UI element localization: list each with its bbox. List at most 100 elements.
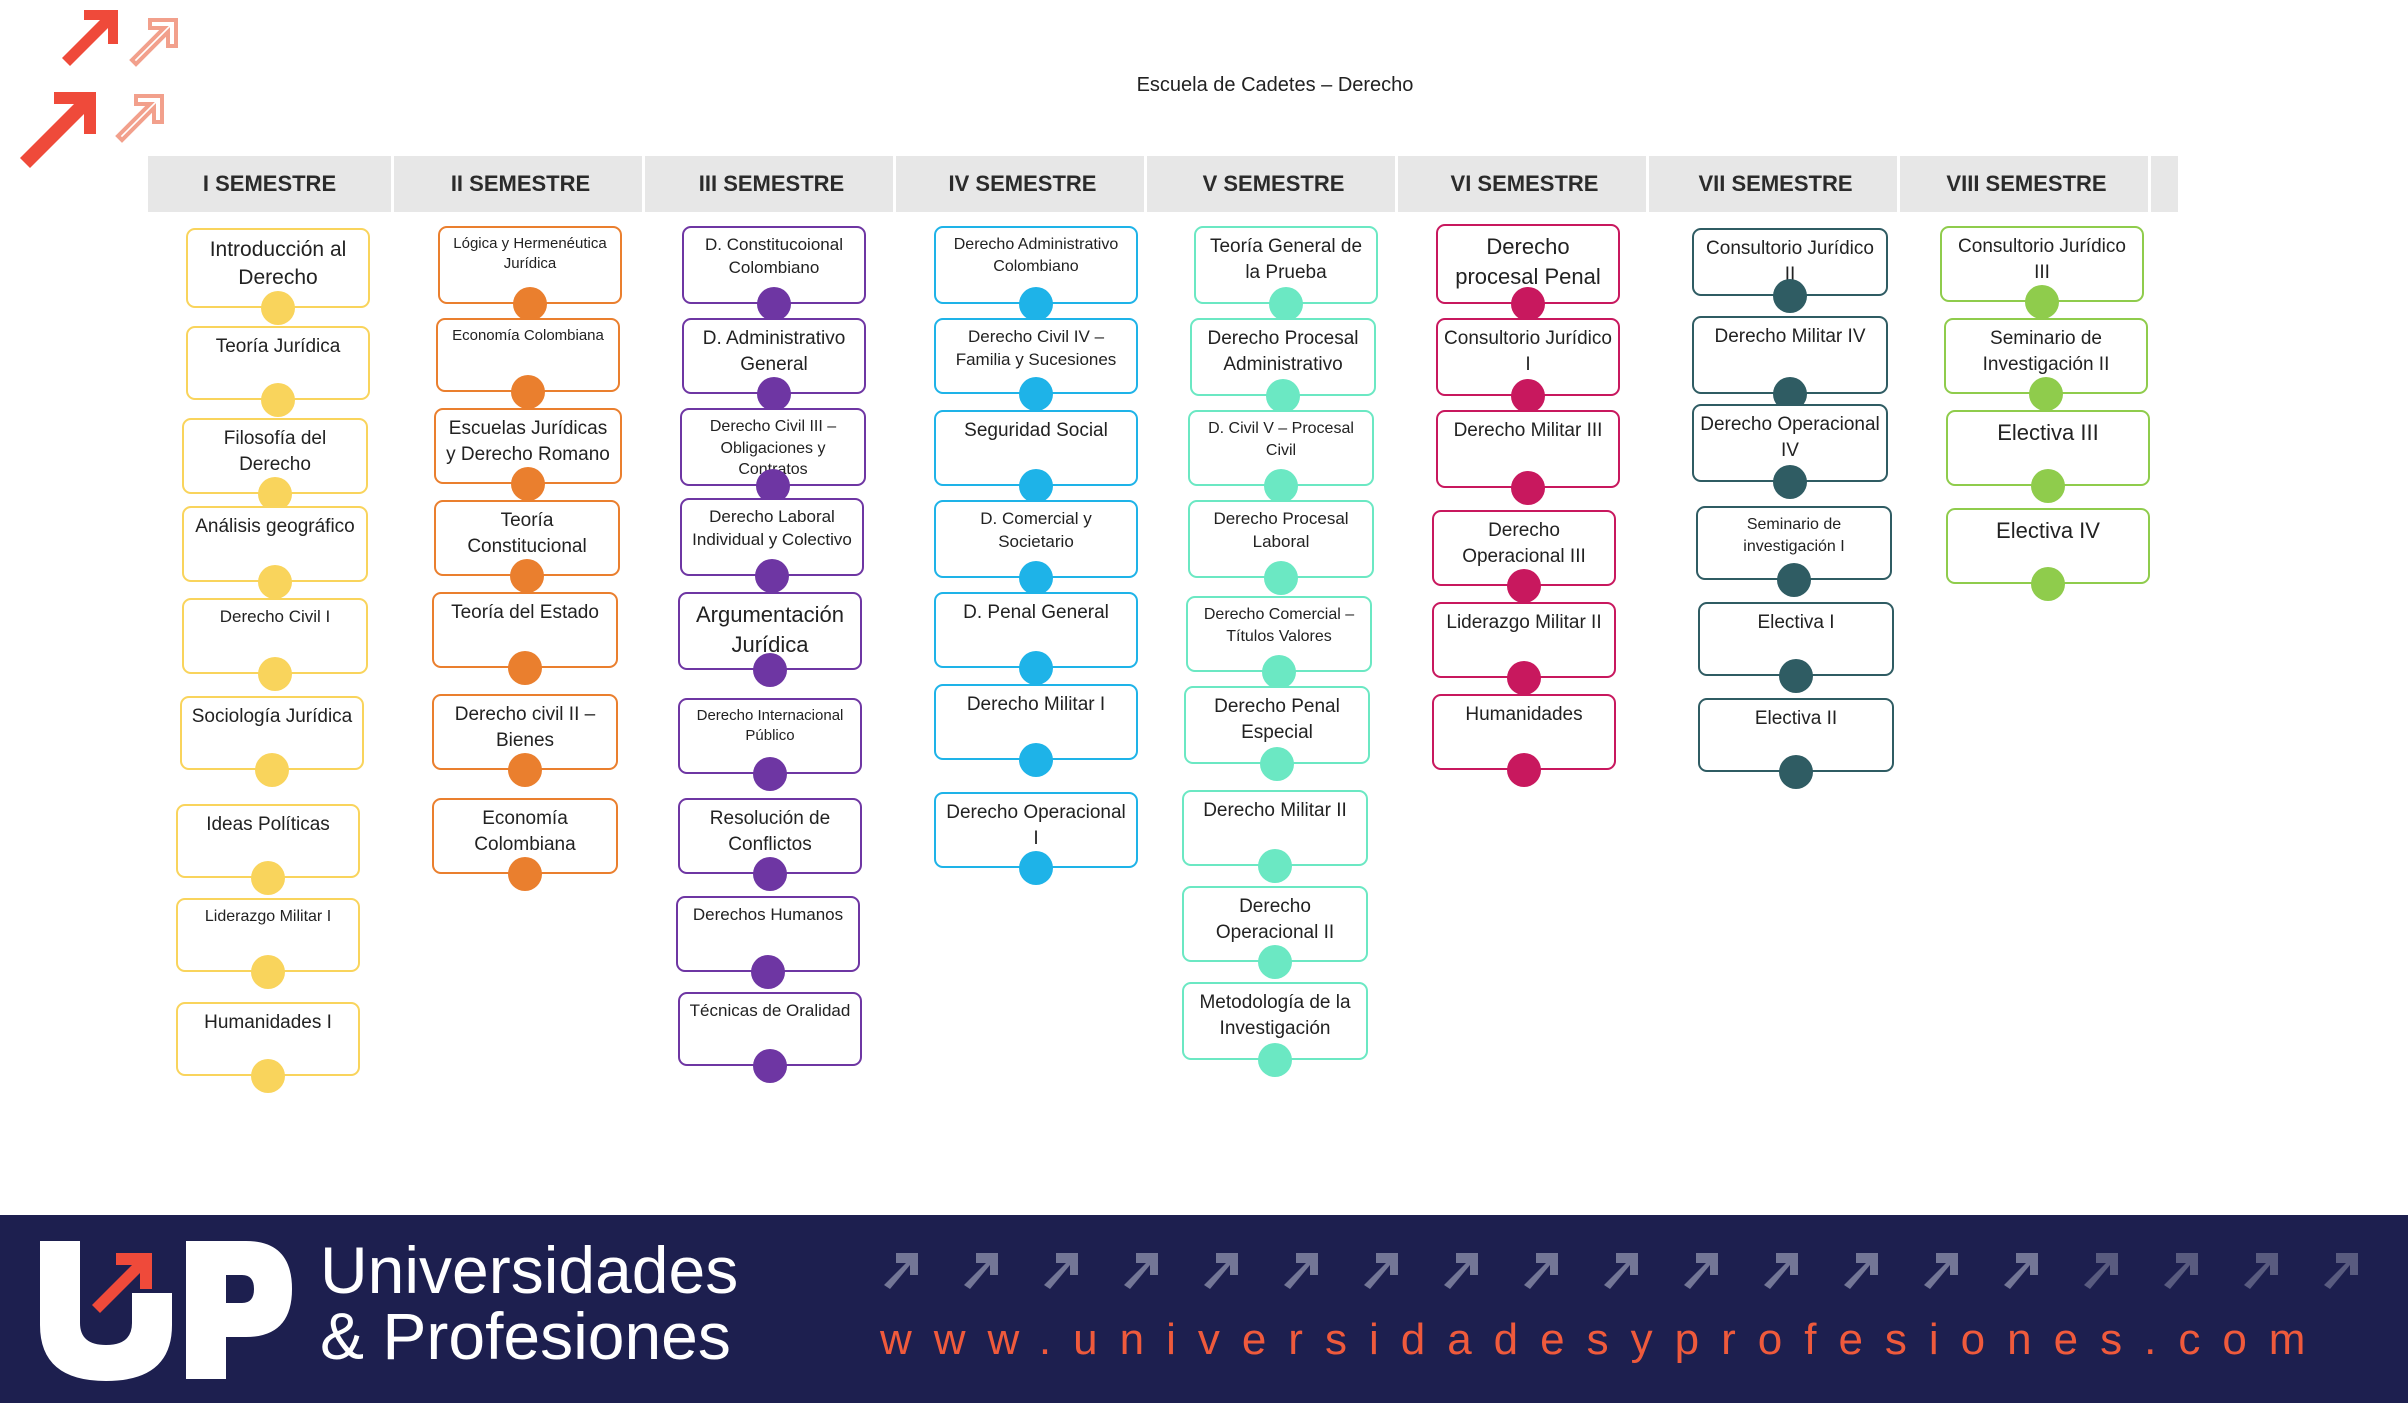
course-connector-dot bbox=[1507, 753, 1541, 787]
course-box[interactable]: Consultorio Jurídico III bbox=[1940, 226, 2144, 302]
course-connector-dot bbox=[1779, 755, 1813, 789]
course-connector-dot bbox=[1262, 655, 1296, 689]
course-connector-dot bbox=[1511, 287, 1545, 321]
brand-name: Universidades & Profesiones bbox=[320, 1237, 738, 1369]
course-label: Lógica y Hermenéutica Jurídica bbox=[453, 235, 607, 273]
course-connector-dot bbox=[753, 653, 787, 687]
brand-line-1: Universidades bbox=[320, 1233, 739, 1307]
course-connector-dot bbox=[258, 657, 292, 691]
semester-header-bar bbox=[148, 156, 2178, 212]
course-connector-dot bbox=[1507, 569, 1541, 603]
course-connector-dot bbox=[1019, 851, 1053, 885]
course-connector-dot bbox=[1773, 465, 1807, 499]
course-box[interactable]: Derecho Procesal Laboral bbox=[1188, 500, 1374, 578]
course-label: Derecho procesal Penal bbox=[1455, 234, 1601, 289]
footer-banner: Universidades & Profesiones www.universi… bbox=[0, 1215, 2408, 1403]
course-connector-dot bbox=[251, 861, 285, 895]
course-label: Electiva II bbox=[1754, 708, 1838, 729]
course-connector-dot bbox=[1019, 287, 1053, 321]
course-box[interactable]: Consultorio Jurídico II bbox=[1692, 228, 1888, 296]
course-label: Humanidades I bbox=[204, 1012, 332, 1033]
course-connector-dot bbox=[1258, 945, 1292, 979]
course-label: D. Administrativo General bbox=[702, 328, 846, 375]
course-connector-dot bbox=[2031, 567, 2065, 601]
course-connector-dot bbox=[255, 753, 289, 787]
course-label: Consultorio Jurídico III bbox=[1958, 236, 2126, 283]
course-box[interactable]: Derecho Comercial – Títulos Valores bbox=[1186, 596, 1372, 672]
course-connector-dot bbox=[251, 955, 285, 989]
course-connector-dot bbox=[753, 757, 787, 791]
course-connector-dot bbox=[1019, 651, 1053, 685]
course-label: Teoría Jurídica bbox=[215, 336, 341, 357]
course-box[interactable]: Derecho Penal Especial bbox=[1184, 686, 1370, 764]
course-connector-dot bbox=[753, 857, 787, 891]
course-label: Derecho Administrativo Colombiano bbox=[953, 236, 1119, 275]
course-box[interactable]: Derecho Militar III bbox=[1436, 410, 1620, 488]
course-label: D. Constitucoional Colombiano bbox=[705, 235, 843, 277]
arrows-logo-icon bbox=[20, 10, 178, 168]
semester-header-4: IV SEMESTRE bbox=[901, 156, 1147, 212]
course-connector-dot bbox=[508, 753, 542, 787]
course-label: Derecho Militar IV bbox=[1714, 326, 1866, 347]
course-connector-dot bbox=[1264, 469, 1298, 503]
course-connector-dot bbox=[1019, 561, 1053, 595]
course-label: Derecho Operacional I bbox=[946, 802, 1126, 849]
semester-header-5: V SEMESTRE bbox=[1152, 156, 1398, 212]
course-label: D. Comercial y Societario bbox=[980, 509, 1092, 551]
course-label: Consultorio Jurídico I bbox=[1444, 328, 1612, 375]
course-box[interactable]: Derecho Operacional II bbox=[1182, 886, 1368, 962]
page-title: Escuela de Cadetes – Derecho bbox=[1136, 74, 1414, 96]
course-box[interactable]: Teoría General de la Prueba bbox=[1194, 226, 1378, 304]
course-connector-dot bbox=[1269, 287, 1303, 321]
course-label: Derecho Laboral Individual y Colectivo bbox=[692, 507, 852, 549]
course-box[interactable]: D. Comercial y Societario bbox=[934, 500, 1138, 578]
course-connector-dot bbox=[755, 559, 789, 593]
course-label: Liderazgo Militar II bbox=[1446, 612, 1602, 633]
course-label: Análisis geográfico bbox=[195, 516, 355, 537]
course-label: Derecho Militar III bbox=[1453, 420, 1603, 441]
course-box[interactable]: Derecho Procesal Administrativo bbox=[1190, 318, 1376, 396]
course-box[interactable]: Derecho Civil IV – Familia y Sucesiones bbox=[934, 318, 1138, 394]
course-box[interactable]: Derecho Militar II bbox=[1182, 790, 1368, 866]
course-label: Seguridad Social bbox=[964, 420, 1108, 441]
course-label: Teoría del Estado bbox=[451, 602, 599, 623]
course-label: Filosofía del Derecho bbox=[223, 428, 327, 475]
course-connector-dot bbox=[1779, 659, 1813, 693]
course-label: Metodología de la Investigación bbox=[1199, 992, 1351, 1039]
course-label: Derechos Humanos bbox=[692, 905, 844, 924]
course-label: Consultorio Jurídico II bbox=[1706, 238, 1874, 285]
course-label: Derecho Operacional II bbox=[1215, 896, 1335, 943]
course-label: Derecho Militar I bbox=[966, 694, 1106, 715]
course-connector-dot bbox=[261, 291, 295, 325]
course-connector-dot bbox=[1511, 379, 1545, 413]
course-connector-dot bbox=[2029, 377, 2063, 411]
course-label: Teoría Constitucional bbox=[467, 510, 587, 557]
course-connector-dot bbox=[258, 477, 292, 511]
course-label: Derecho Penal Especial bbox=[1214, 696, 1340, 743]
course-label: Argumentación Jurídica bbox=[696, 602, 844, 657]
course-label: Seminario de investigación I bbox=[1743, 516, 1845, 555]
course-connector-dot bbox=[1511, 471, 1545, 505]
course-label: Derecho Operacional III bbox=[1462, 520, 1586, 567]
semester-header-8: VIII SEMESTRE bbox=[1905, 156, 2151, 212]
course-connector-dot bbox=[261, 383, 295, 417]
course-label: Seminario de Investigación II bbox=[1982, 328, 2110, 375]
decorative-arrows-icon bbox=[884, 1253, 2358, 1289]
course-label: Técnicas de Oralidad bbox=[689, 1001, 851, 1020]
semester-header-3: III SEMESTRE bbox=[650, 156, 896, 212]
course-label: Resolución de Conflictos bbox=[709, 808, 831, 855]
course-connector-dot bbox=[757, 287, 791, 321]
course-label: Liderazgo Militar I bbox=[204, 908, 332, 925]
course-connector-dot bbox=[1507, 661, 1541, 695]
course-label: Economía Colombiana bbox=[474, 808, 576, 855]
course-connector-dot bbox=[1264, 561, 1298, 595]
course-connector-dot bbox=[753, 1049, 787, 1083]
course-label: Derecho Militar II bbox=[1203, 800, 1347, 821]
semester-header-2: II SEMESTRE bbox=[399, 156, 645, 212]
course-box[interactable]: Argumentación Jurídica bbox=[678, 592, 862, 670]
brand-line-2: & Profesiones bbox=[320, 1299, 731, 1373]
course-label: Derecho Civil IV – Familia y Sucesiones bbox=[955, 327, 1117, 369]
course-label: Introducción al Derecho bbox=[209, 238, 347, 290]
course-box[interactable]: Seminario de Investigación II bbox=[1944, 318, 2148, 394]
course-connector-dot bbox=[751, 955, 785, 989]
